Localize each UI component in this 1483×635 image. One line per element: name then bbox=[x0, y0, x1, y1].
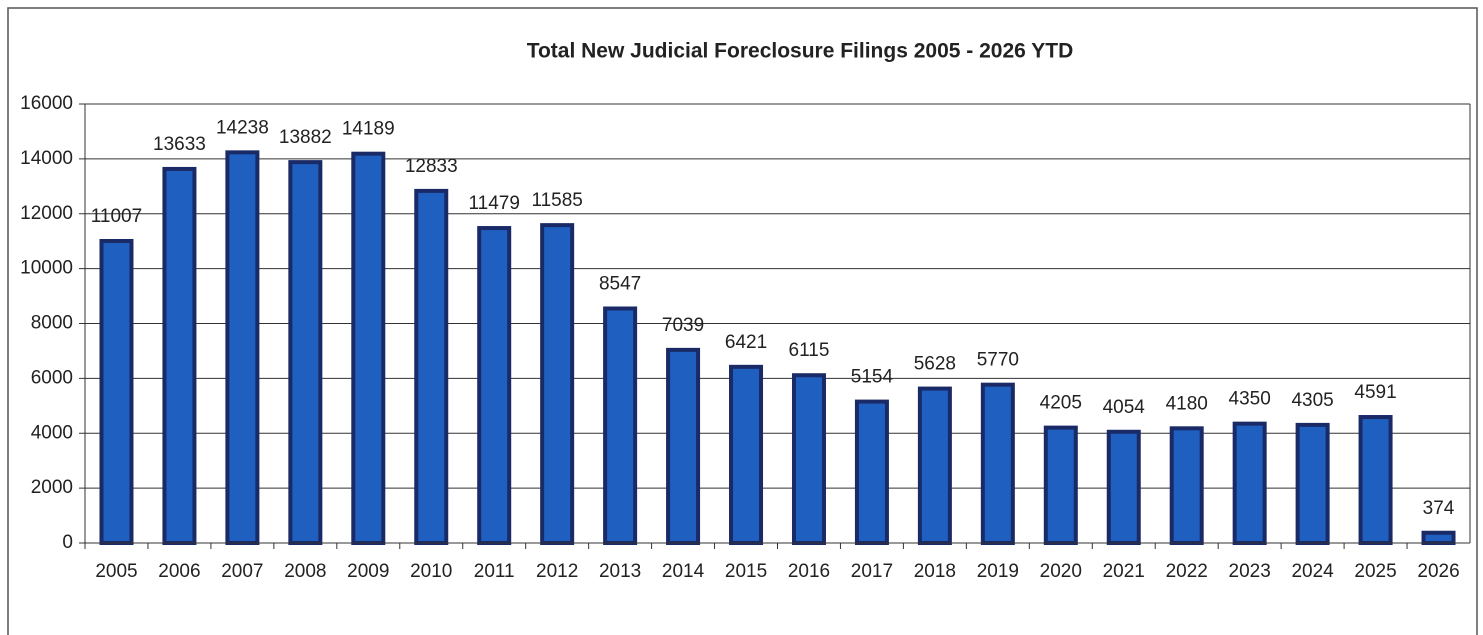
bar bbox=[917, 386, 952, 545]
bar bbox=[225, 150, 260, 545]
x-tick-label: 2016 bbox=[788, 561, 830, 582]
x-tick-label: 2008 bbox=[284, 561, 326, 582]
bar bbox=[1106, 429, 1141, 545]
data-label: 11479 bbox=[468, 193, 519, 214]
x-tick-label: 2025 bbox=[1354, 561, 1396, 582]
y-tick-label: 6000 bbox=[31, 367, 73, 388]
data-label: 11007 bbox=[91, 206, 142, 227]
bar bbox=[540, 223, 575, 545]
x-tick-label: 2024 bbox=[1291, 561, 1334, 582]
data-label: 4350 bbox=[1229, 389, 1271, 410]
bar bbox=[1169, 426, 1204, 545]
y-tick-label: 14000 bbox=[20, 148, 73, 169]
y-tick-label: 2000 bbox=[31, 477, 73, 498]
y-tick-label: 8000 bbox=[31, 313, 73, 334]
bar bbox=[980, 382, 1015, 546]
chart-title: Total New Judicial Foreclosure Filings 2… bbox=[527, 40, 1074, 63]
bar bbox=[791, 373, 826, 546]
x-tick-label: 2018 bbox=[914, 561, 956, 582]
bar bbox=[666, 347, 701, 545]
data-label: 4205 bbox=[1040, 393, 1082, 414]
y-tick-label: 4000 bbox=[31, 422, 73, 443]
y-tick-label: 16000 bbox=[20, 93, 73, 114]
y-tick-label: 12000 bbox=[20, 203, 73, 224]
data-label: 5770 bbox=[977, 350, 1019, 371]
data-label: 4305 bbox=[1291, 390, 1333, 411]
bar bbox=[1295, 422, 1330, 545]
bar bbox=[99, 238, 134, 546]
x-tick-label: 2022 bbox=[1166, 561, 1208, 582]
x-tick-label: 2007 bbox=[221, 561, 263, 582]
bar bbox=[854, 399, 889, 545]
x-tick-label: 2011 bbox=[474, 561, 515, 582]
chart-border bbox=[7, 7, 1478, 635]
x-tick-label: 2014 bbox=[662, 561, 705, 582]
data-label: 13633 bbox=[153, 134, 206, 155]
x-tick-label: 2010 bbox=[410, 561, 452, 582]
data-label: 6421 bbox=[725, 332, 767, 353]
x-tick-label: 2006 bbox=[158, 561, 200, 582]
bar bbox=[414, 188, 449, 545]
bar bbox=[729, 364, 764, 546]
x-tick-label: 2005 bbox=[95, 561, 137, 582]
data-label: 12833 bbox=[405, 156, 458, 177]
data-label: 11585 bbox=[531, 190, 582, 211]
x-tick-label: 2020 bbox=[1040, 561, 1082, 582]
x-tick-label: 2019 bbox=[977, 561, 1019, 582]
x-tick-label: 2009 bbox=[347, 561, 389, 582]
x-tick-label: 2015 bbox=[725, 561, 767, 582]
x-tick-label: 2026 bbox=[1417, 561, 1459, 582]
y-tick-label: 0 bbox=[62, 532, 73, 553]
data-label: 5154 bbox=[851, 367, 894, 388]
x-tick-label: 2017 bbox=[851, 561, 893, 582]
data-label: 4054 bbox=[1103, 397, 1146, 418]
data-label: 7039 bbox=[662, 315, 704, 336]
x-tick-label: 2023 bbox=[1229, 561, 1271, 582]
data-label: 14189 bbox=[342, 119, 395, 140]
bar bbox=[1043, 425, 1078, 545]
data-label: 14238 bbox=[216, 117, 269, 138]
x-tick-label: 2013 bbox=[599, 561, 641, 582]
data-label: 5628 bbox=[914, 354, 956, 375]
bar bbox=[1232, 421, 1267, 546]
bar bbox=[351, 151, 386, 546]
data-label: 4591 bbox=[1354, 382, 1396, 403]
data-label: 6115 bbox=[789, 340, 830, 361]
x-tick-label: 2021 bbox=[1103, 561, 1145, 582]
bar bbox=[162, 166, 197, 546]
bar bbox=[603, 306, 638, 546]
bar bbox=[1421, 530, 1456, 546]
data-label: 374 bbox=[1423, 498, 1455, 519]
y-tick-label: 10000 bbox=[20, 258, 73, 279]
x-tick-label: 2012 bbox=[536, 561, 578, 582]
bar bbox=[1358, 415, 1393, 545]
bar bbox=[288, 160, 323, 546]
bar bbox=[477, 226, 512, 545]
data-label: 13882 bbox=[279, 127, 332, 148]
data-label: 8547 bbox=[599, 274, 641, 295]
data-label: 4180 bbox=[1166, 393, 1208, 414]
